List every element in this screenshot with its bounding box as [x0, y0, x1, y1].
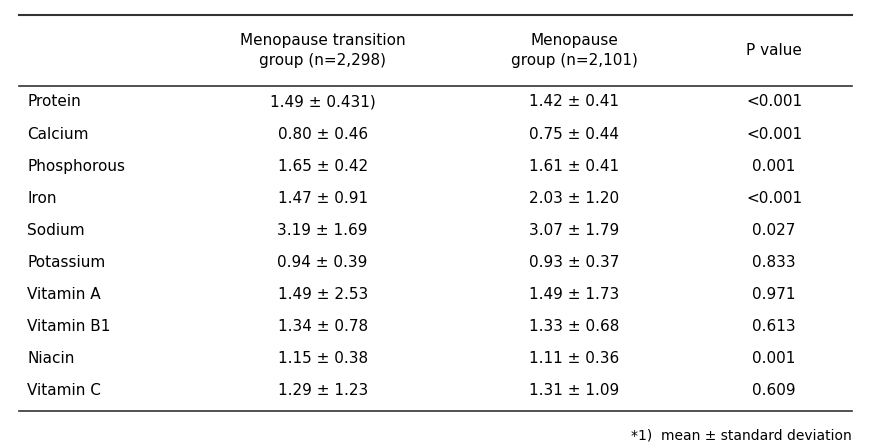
Text: 0.971: 0.971 — [753, 287, 796, 302]
Text: 0.833: 0.833 — [753, 254, 796, 270]
Text: 0.027: 0.027 — [753, 223, 796, 237]
Text: 1.15 ± 0.38: 1.15 ± 0.38 — [278, 351, 368, 366]
Text: 0.001: 0.001 — [753, 351, 796, 366]
Text: 0.75 ± 0.44: 0.75 ± 0.44 — [530, 126, 619, 142]
Text: 3.07 ± 1.79: 3.07 ± 1.79 — [530, 223, 619, 237]
Text: 1.47 ± 0.91: 1.47 ± 0.91 — [278, 190, 368, 206]
Text: 2.03 ± 1.20: 2.03 ± 1.20 — [530, 190, 619, 206]
Text: *1)  mean ± standard deviation: *1) mean ± standard deviation — [631, 429, 852, 443]
Text: Menopause transition
group (n=2,298): Menopause transition group (n=2,298) — [240, 33, 405, 68]
Text: 0.001: 0.001 — [753, 159, 796, 173]
Text: 1.31 ± 1.09: 1.31 ± 1.09 — [530, 383, 619, 398]
Text: 1.65 ± 0.42: 1.65 ± 0.42 — [278, 159, 368, 173]
Text: 1.11 ± 0.36: 1.11 ± 0.36 — [530, 351, 619, 366]
Text: Vitamin C: Vitamin C — [27, 383, 101, 398]
Text: Phosphorous: Phosphorous — [27, 159, 125, 173]
Text: <0.001: <0.001 — [746, 95, 802, 109]
Text: 1.33 ± 0.68: 1.33 ± 0.68 — [530, 319, 619, 334]
Text: 1.34 ± 0.78: 1.34 ± 0.78 — [278, 319, 368, 334]
Text: <0.001: <0.001 — [746, 126, 802, 142]
Text: 0.80 ± 0.46: 0.80 ± 0.46 — [278, 126, 368, 142]
Text: 3.19 ± 1.69: 3.19 ± 1.69 — [277, 223, 368, 237]
Text: Menopause
group (n=2,101): Menopause group (n=2,101) — [511, 33, 638, 68]
Text: Protein: Protein — [27, 95, 81, 109]
Text: Calcium: Calcium — [27, 126, 89, 142]
Text: 1.49 ± 1.73: 1.49 ± 1.73 — [530, 287, 619, 302]
Text: 1.42 ± 0.41: 1.42 ± 0.41 — [530, 95, 619, 109]
Text: Vitamin A: Vitamin A — [27, 287, 101, 302]
Text: Vitamin B1: Vitamin B1 — [27, 319, 111, 334]
Text: Potassium: Potassium — [27, 254, 105, 270]
Text: 0.94 ± 0.39: 0.94 ± 0.39 — [278, 254, 368, 270]
Text: Iron: Iron — [27, 190, 57, 206]
Text: Niacin: Niacin — [27, 351, 75, 366]
Text: 1.29 ± 1.23: 1.29 ± 1.23 — [278, 383, 368, 398]
Text: 0.613: 0.613 — [753, 319, 796, 334]
Text: 1.49 ± 2.53: 1.49 ± 2.53 — [278, 287, 368, 302]
Text: Sodium: Sodium — [27, 223, 85, 237]
Text: 1.61 ± 0.41: 1.61 ± 0.41 — [530, 159, 619, 173]
Text: 1.49 ± 0.431): 1.49 ± 0.431) — [270, 95, 375, 109]
Text: 0.609: 0.609 — [753, 383, 796, 398]
Text: 0.93 ± 0.37: 0.93 ± 0.37 — [530, 254, 619, 270]
Text: <0.001: <0.001 — [746, 190, 802, 206]
Text: P value: P value — [746, 43, 802, 58]
